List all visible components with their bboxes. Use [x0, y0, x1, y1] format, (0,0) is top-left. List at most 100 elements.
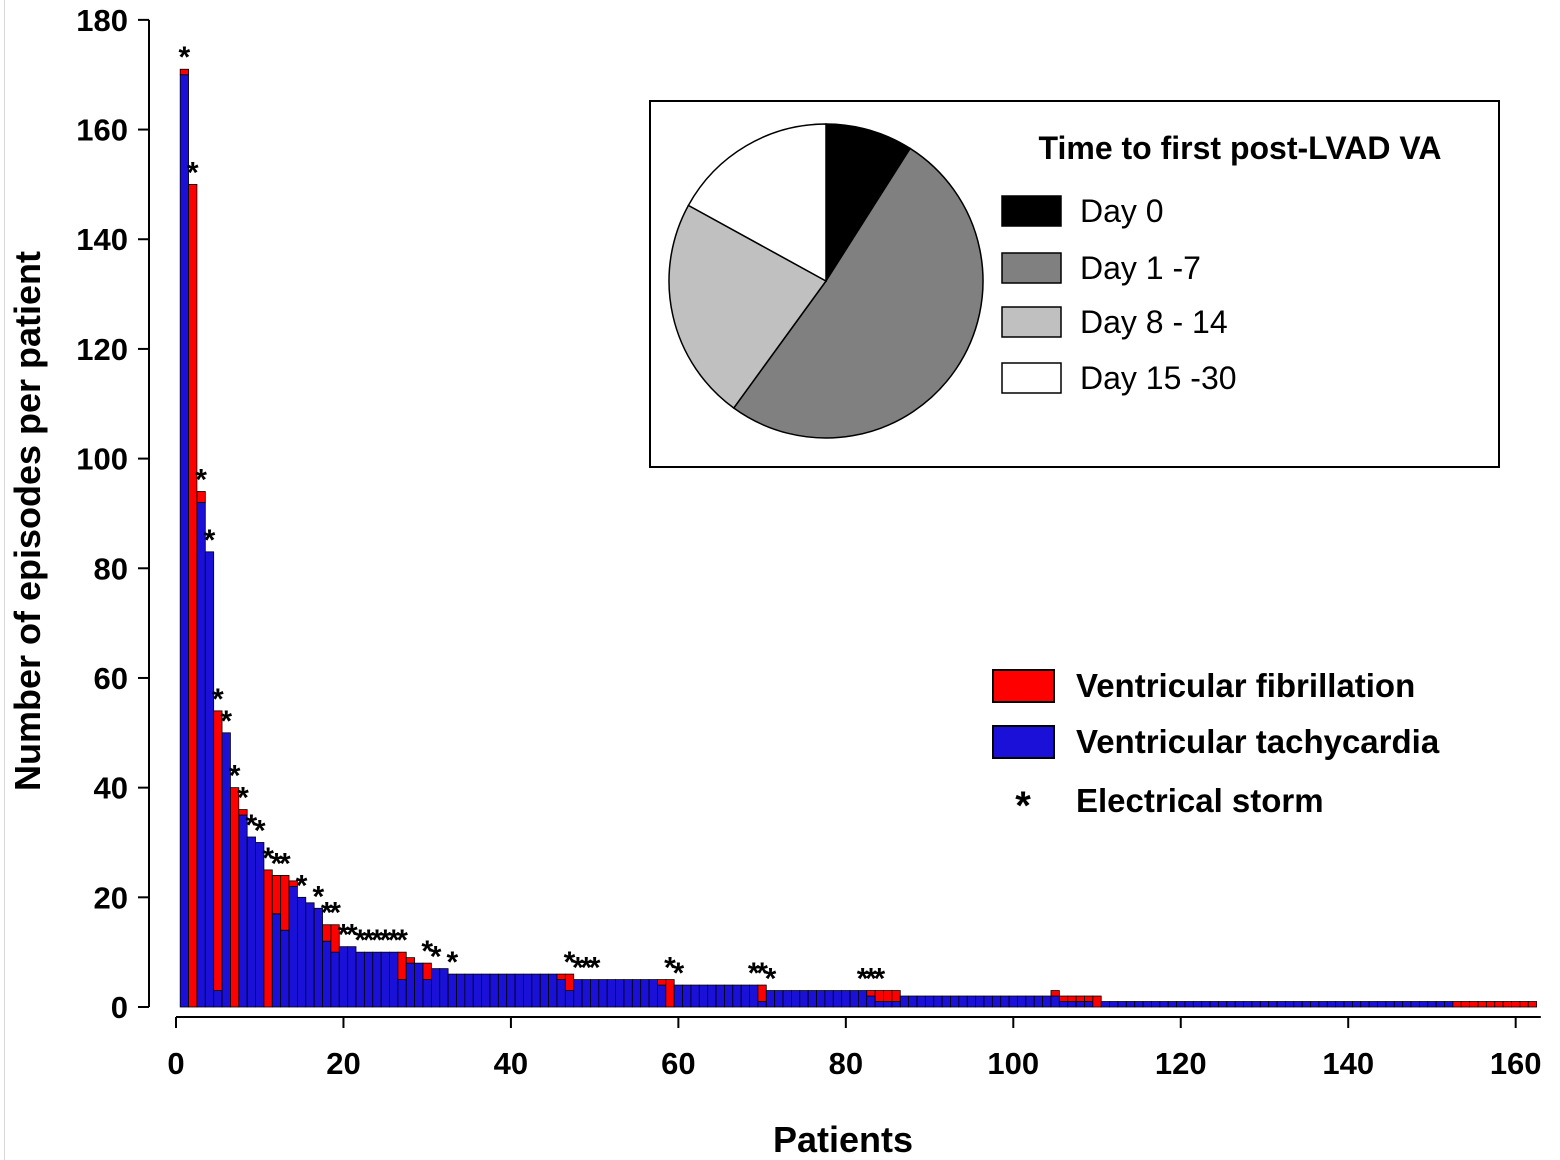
vt-bar	[950, 995, 960, 1008]
x-tick-label: 0	[167, 1046, 184, 1081]
y-tick-label: 40	[94, 771, 128, 806]
vt-bar	[1109, 1001, 1119, 1008]
x-tick-label: 100	[987, 1046, 1039, 1081]
legend-label: Ventricular tachycardia	[1076, 723, 1440, 760]
pie-slice	[825, 123, 912, 284]
electrical-storm-marker: *	[765, 963, 777, 996]
vf-bar	[1092, 995, 1102, 1008]
storm-markers-layer: ************** *********** ** * **** ** *** ***	[179, 41, 886, 995]
y-tick-label: 120	[76, 332, 128, 367]
vt-bar	[1017, 995, 1027, 1008]
legend-label: Ventricular fibrillation	[1076, 667, 1415, 704]
electrical-storm-marker: *	[262, 842, 274, 875]
vt-bar	[548, 973, 558, 1008]
vf-bar	[288, 880, 298, 887]
left-edge-rule	[4, 0, 5, 1160]
vt-bar	[1285, 1001, 1295, 1008]
electrical-storm-marker: *	[346, 919, 358, 952]
vt-bar	[523, 973, 533, 1008]
legend-label: Electrical storm	[1076, 782, 1324, 819]
vt-bar	[322, 940, 332, 1008]
electrical-storm-marker: *	[865, 963, 877, 996]
vt-bar	[1033, 995, 1044, 1008]
electrical-storm-marker: *	[212, 683, 224, 716]
y-tick-label: 80	[94, 551, 128, 586]
pie-legend-label: Day 15 -30	[1080, 360, 1237, 396]
vt-bar	[924, 995, 935, 1008]
vt-bar	[514, 973, 524, 1008]
vf-bar	[1058, 995, 1069, 1002]
vt-bar	[1259, 1001, 1270, 1008]
vt-bar	[883, 1001, 893, 1008]
vt-bar	[899, 995, 910, 1008]
vt-bar	[606, 979, 616, 1008]
pie-legend-label: Day 1 -7	[1080, 250, 1201, 286]
vt-bar	[179, 74, 189, 1008]
vt-bar	[1209, 1001, 1219, 1008]
vt-bar	[1050, 995, 1060, 1008]
vt-bar	[338, 946, 349, 1008]
vt-bar	[799, 990, 809, 1008]
vt-bar	[397, 979, 407, 1008]
axes-layer: 0 20 40 60 80 100 120 140 160 180 0 20 40 60 80 100 120…	[7, 3, 1542, 1160]
electrical-storm-marker: *	[396, 924, 408, 957]
vt-bar	[1218, 1001, 1228, 1008]
vf-bar	[188, 183, 198, 1008]
electrical-storm-marker: *	[354, 924, 366, 957]
x-axis-label: Patients	[773, 1119, 913, 1160]
electrical-storm-marker: *	[379, 924, 391, 957]
vt-bar	[430, 968, 441, 1008]
pie-slice	[668, 204, 828, 410]
vf-bar	[1050, 990, 1060, 997]
y-axis-label: Number of episodes per patient	[7, 251, 48, 791]
vf-bar	[405, 957, 416, 964]
electrical-storm-marker: *	[873, 963, 885, 996]
vt-bar	[1268, 1001, 1278, 1008]
vt-bar	[1025, 995, 1035, 1008]
vt-bar	[782, 990, 792, 1008]
vt-bar	[372, 951, 382, 1008]
vt-bar	[481, 973, 491, 1008]
electrical-storm-marker: *	[664, 952, 676, 985]
vt-bar	[757, 1001, 767, 1008]
vt-bar	[1444, 1001, 1454, 1008]
vt-bar	[816, 990, 826, 1008]
vt-bar	[380, 951, 390, 1008]
x-tick-label: 140	[1322, 1046, 1374, 1081]
vt-bar	[631, 979, 642, 1008]
vt-bar	[246, 836, 256, 1008]
y-tick-label: 100	[76, 442, 128, 477]
vt-bar	[1142, 1001, 1152, 1008]
vt-bar	[1377, 1001, 1387, 1008]
vf-bar	[1067, 995, 1077, 1002]
vt-bar	[1276, 1001, 1286, 1008]
pie-legend-swatch	[1001, 252, 1062, 284]
vt-bar	[866, 995, 876, 1008]
legend-swatch	[992, 725, 1055, 759]
pie-inset: Time to first post-LVAD VA Day 0 Day 1 -7…	[649, 100, 1500, 468]
vf-bar	[263, 869, 273, 1008]
electrical-storm-marker: *	[748, 957, 760, 990]
electrical-storm-marker: *	[220, 705, 232, 738]
vt-bar	[238, 814, 248, 1008]
x-tick-label: 60	[661, 1046, 695, 1081]
vf-bar	[1469, 1001, 1479, 1008]
vt-bar	[1067, 1001, 1077, 1008]
vt-bar	[305, 902, 315, 1008]
vf-bar	[271, 874, 282, 915]
vt-bar	[841, 990, 851, 1008]
electrical-storm-marker: *	[857, 963, 869, 996]
electrical-storm-marker: *	[187, 156, 199, 189]
vt-bar	[489, 973, 499, 1008]
vt-bar	[908, 995, 918, 1008]
electrical-storm-marker: *	[446, 946, 458, 979]
x-tick-label: 20	[326, 1046, 360, 1081]
vt-bar	[204, 551, 215, 1008]
vt-bar	[690, 984, 700, 1008]
vf-bar	[1502, 1001, 1512, 1008]
vt-bar	[1427, 1001, 1437, 1008]
vt-bar	[1343, 1001, 1353, 1008]
vf-bar	[1527, 1001, 1538, 1008]
pie-slice	[687, 123, 827, 283]
pie-legend-label: Day 0	[1080, 193, 1164, 229]
